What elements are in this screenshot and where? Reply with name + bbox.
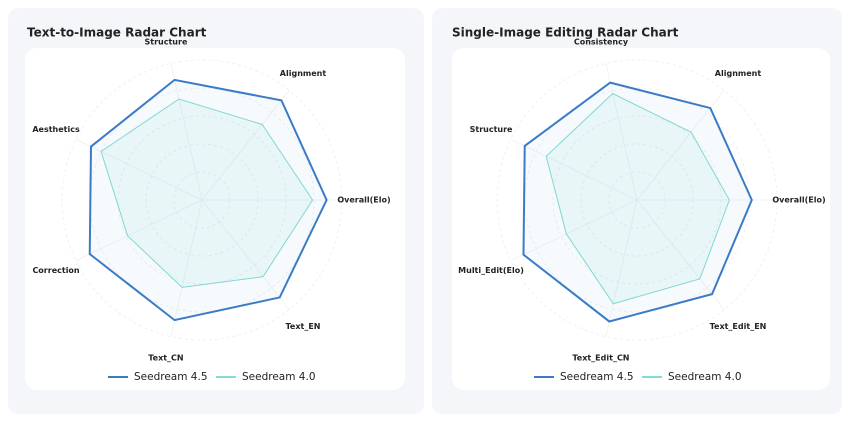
axis-spoke [170, 63, 203, 201]
chart-title: Single-Image Editing Radar Chart [452, 26, 679, 40]
axis-label: Structure [145, 38, 188, 47]
axis-spoke [510, 138, 638, 201]
axis-spoke [75, 138, 203, 201]
legend-label: Seedream 4.0 [668, 371, 742, 383]
axis-spoke [75, 199, 203, 262]
radar-area [100, 98, 314, 288]
axis-label: Correction [32, 266, 79, 275]
axis-spoke [605, 199, 638, 337]
legend-label: Seedream 4.5 [560, 371, 634, 383]
chart-title: Text-to-Image Radar Chart [27, 26, 207, 40]
axis-label: Text_EN [286, 322, 321, 331]
axis-spoke [605, 63, 638, 201]
card [25, 48, 405, 390]
axis-spoke [170, 199, 203, 337]
axis-label: Alignment [280, 69, 327, 78]
axis-label: Text_Edit_EN [710, 322, 767, 331]
axis-label: Structure [470, 125, 513, 134]
axis-label: Text_CN [148, 353, 183, 362]
axis-label: Consistency [574, 38, 629, 47]
axis-spoke [201, 199, 290, 310]
axis-label: Multi_Edit(Elo) [458, 266, 524, 275]
axis-label: Text_Edit_CN [572, 353, 629, 362]
axis-spoke [201, 90, 290, 201]
axis-label: Aesthetics [32, 125, 80, 134]
radar-area [545, 92, 730, 305]
radar-area [522, 81, 753, 323]
legend-label: Seedream 4.5 [134, 371, 208, 383]
axis-label: Overall(Elo) [337, 196, 390, 205]
radar-area [88, 78, 328, 322]
axis-spoke [510, 199, 638, 262]
legend-label: Seedream 4.0 [242, 371, 316, 383]
axis-spoke [636, 199, 725, 310]
axis-label: Overall(Elo) [772, 196, 825, 205]
axis-label: Alignment [715, 69, 762, 78]
